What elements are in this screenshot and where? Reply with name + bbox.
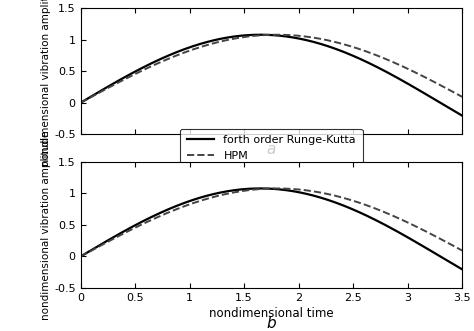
Legend: forth order Runge-Kutta, HPM: forth order Runge-Kutta, HPM xyxy=(180,129,363,167)
X-axis label: nondimensional time: nondimensional time xyxy=(209,307,334,320)
Text: b: b xyxy=(266,316,276,331)
Text: a: a xyxy=(267,142,276,157)
Y-axis label: nondimensional vibration amplitude: nondimensional vibration amplitude xyxy=(41,130,51,320)
Y-axis label: nondimensional vibration amplitude: nondimensional vibration amplitude xyxy=(41,0,51,166)
